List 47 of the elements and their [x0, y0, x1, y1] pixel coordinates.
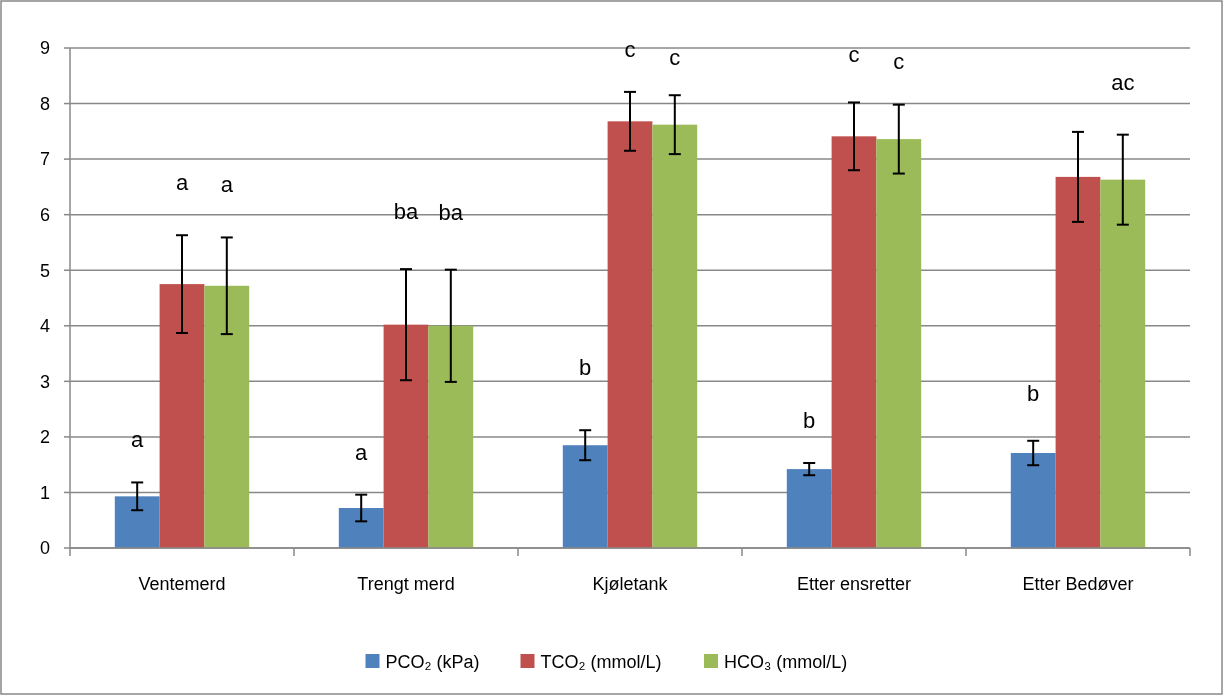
annotation: b: [579, 355, 592, 381]
annotation: c: [848, 42, 860, 68]
y-tick-label: 4: [39, 316, 50, 337]
bar: [114, 496, 160, 548]
bar: [428, 325, 474, 548]
annotation: ba: [393, 199, 419, 225]
y-tick-label: 6: [39, 204, 50, 225]
bar: [159, 284, 205, 548]
annotation: ba: [438, 199, 464, 225]
y-tick-label: 9: [39, 38, 50, 59]
y-tick-label: 3: [39, 371, 50, 392]
bar: [786, 469, 832, 548]
annotation: a: [131, 427, 145, 453]
bar: [1055, 176, 1101, 548]
annotation: b: [803, 408, 816, 433]
y-tick-label: 5: [39, 260, 50, 281]
y-tick-label: 1: [39, 482, 50, 503]
x-tick-label: Ventemerd: [138, 574, 226, 594]
x-tick-label: Etter Bedøver: [1022, 574, 1134, 594]
bar: [338, 508, 384, 548]
annotation: ac: [1111, 69, 1135, 95]
bar: [607, 121, 653, 548]
bar: [1010, 453, 1056, 548]
annotation: a: [355, 439, 369, 465]
x-tick-label: Trengt merd: [357, 574, 455, 594]
legend-label: TCO₂ (mmol/L): [540, 652, 662, 673]
bar: [383, 324, 429, 548]
annotation: a: [220, 172, 234, 198]
bar: [562, 445, 608, 548]
legend-label: HCO₃ (mmol/L): [724, 652, 848, 673]
y-tick-label: 8: [39, 93, 50, 114]
y-tick-label: 0: [39, 538, 50, 559]
annotation: a: [175, 170, 189, 196]
bar: [831, 136, 877, 548]
legend-label: PCO₂ (kPa): [385, 652, 480, 673]
annotation: c: [624, 36, 636, 62]
bar: [652, 124, 698, 548]
y-tick-label: 7: [39, 149, 50, 170]
y-tick-label: 2: [39, 427, 50, 448]
annotation: b: [1027, 380, 1040, 406]
annotation: c: [893, 48, 905, 74]
x-tick-label: Etter ensretter: [796, 574, 912, 594]
bar: [1100, 179, 1146, 548]
annotation: c: [669, 45, 681, 71]
x-tick-label: Kjøletank: [592, 574, 669, 594]
bar: [876, 139, 922, 548]
bar: [204, 285, 250, 548]
